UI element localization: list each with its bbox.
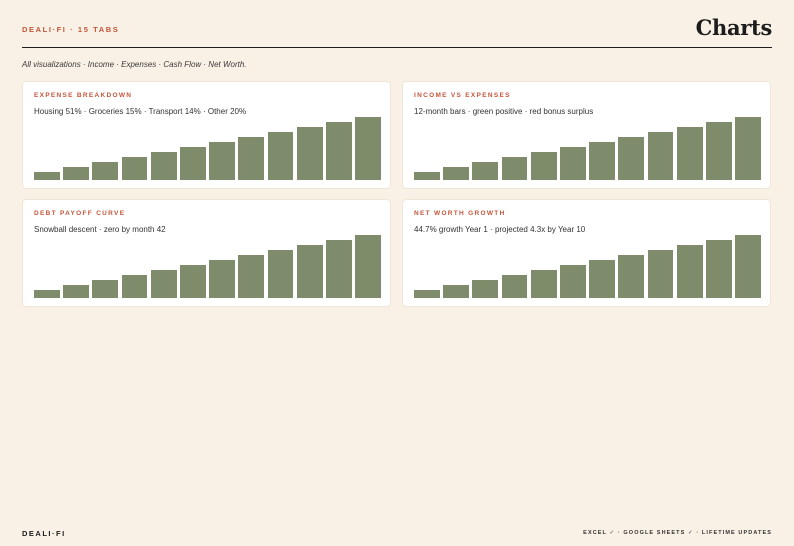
chart-bar — [355, 117, 381, 180]
card-description: Snowball descent · zero by month 42 — [34, 225, 166, 234]
chart-bar — [209, 142, 236, 180]
chart-bar — [589, 260, 616, 298]
chart-bar — [238, 255, 265, 298]
chart-bar — [735, 117, 761, 180]
chart-bar — [530, 152, 557, 180]
chart-bar — [501, 275, 528, 298]
chart-bar — [647, 250, 674, 298]
brand-tag: DEALI·FI · 15 TABS — [22, 25, 120, 34]
chart-bar — [472, 162, 499, 180]
card-title: EXPENSE BREAKDOWN — [34, 92, 133, 99]
chart-bar — [414, 290, 440, 298]
chart-bar — [179, 147, 206, 180]
expense-breakdown-card[interactable]: EXPENSE BREAKDOWN Housing 51% · Grocerie… — [22, 81, 391, 189]
chart-bar — [121, 275, 148, 298]
chart-bar — [647, 132, 674, 180]
chart-bar — [92, 162, 119, 180]
card-title: INCOME VS EXPENSES — [414, 92, 511, 99]
chart-bar — [443, 285, 470, 298]
income-vs-expenses-card[interactable]: INCOME VS EXPENSES 12-month bars · green… — [402, 81, 771, 189]
expense-breakdown-chart — [34, 116, 381, 180]
chart-bar — [676, 245, 703, 298]
page-header: DEALI·FI · 15 TABS Charts — [22, 14, 772, 48]
chart-bar — [501, 157, 528, 180]
net-worth-growth-card[interactable]: NET WORTH GROWTH 44.7% growth Year 1 · p… — [402, 199, 771, 307]
chart-bar — [355, 235, 381, 298]
chart-bar — [735, 235, 761, 298]
page-subtitle: All visualizations · Income · Expenses ·… — [22, 60, 247, 69]
chart-bar — [296, 245, 323, 298]
chart-bar — [92, 280, 119, 298]
card-description: Housing 51% · Groceries 15% · Transport … — [34, 107, 247, 116]
chart-bar — [472, 280, 499, 298]
chart-bar — [209, 260, 236, 298]
card-description: 44.7% growth Year 1 · projected 4.3x by … — [414, 225, 586, 234]
chart-bar — [325, 240, 352, 298]
chart-bar — [530, 270, 557, 298]
chart-bar — [705, 240, 732, 298]
chart-bar — [267, 250, 294, 298]
chart-bar — [238, 137, 265, 180]
debt-payoff-curve-card[interactable]: DEBT PAYOFF CURVE Snowball descent · zer… — [22, 199, 391, 307]
chart-bar — [296, 127, 323, 180]
card-title: NET WORTH GROWTH — [414, 210, 506, 217]
chart-bar — [63, 285, 90, 298]
card-description: 12-month bars · green positive · red bon… — [414, 107, 594, 116]
chart-bar — [34, 172, 60, 180]
page-title: Charts — [695, 15, 773, 40]
chart-bar — [325, 122, 352, 180]
footer-meta: EXCEL ✓ · GOOGLE SHEETS ✓ · LIFETIME UPD… — [583, 530, 772, 536]
chart-bar — [618, 255, 645, 298]
debt-payoff-curve-chart — [34, 234, 381, 298]
chart-bar — [179, 265, 206, 298]
chart-bar — [589, 142, 616, 180]
chart-bar — [150, 152, 177, 180]
chart-bar — [559, 147, 586, 180]
chart-bar — [414, 172, 440, 180]
income-vs-expenses-chart — [414, 116, 761, 180]
chart-bar — [443, 167, 470, 180]
chart-bar — [150, 270, 177, 298]
card-title: DEBT PAYOFF CURVE — [34, 210, 126, 217]
footer-brand: DEALI·FI — [22, 529, 66, 538]
chart-bar — [618, 137, 645, 180]
chart-bar — [63, 167, 90, 180]
chart-bar — [267, 132, 294, 180]
chart-bar — [34, 290, 60, 298]
chart-bar — [559, 265, 586, 298]
chart-bar — [705, 122, 732, 180]
net-worth-growth-chart — [414, 234, 761, 298]
chart-bar — [121, 157, 148, 180]
chart-bar — [676, 127, 703, 180]
